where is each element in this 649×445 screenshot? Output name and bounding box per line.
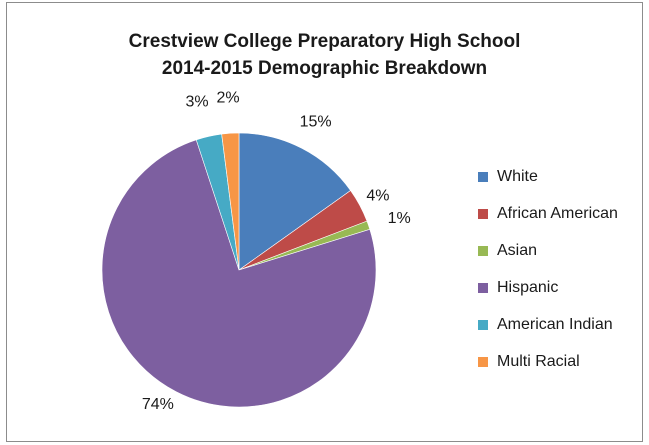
legend-label-multi-racial: Multi Racial xyxy=(497,353,580,370)
legend-item-multi-racial: Multi Racial xyxy=(478,352,580,372)
legend-swatch-african-american xyxy=(478,209,488,219)
legend-item-hispanic: Hispanic xyxy=(478,278,558,298)
legend-label-white: White xyxy=(497,168,538,185)
legend-swatch-white xyxy=(478,172,488,182)
legend-item-african-american: African American xyxy=(478,204,618,224)
legend-label-hispanic: Hispanic xyxy=(497,279,559,296)
data-label-african-american: 4% xyxy=(366,188,389,205)
legend-item-american-indian: American Indian xyxy=(478,315,613,335)
data-label-hispanic: 74% xyxy=(142,396,174,413)
legend-swatch-hispanic xyxy=(478,283,488,293)
data-label-multi-racial: 2% xyxy=(217,90,240,107)
chart-title-line-2: 2014-2015 Demographic Breakdown xyxy=(161,58,488,79)
data-label-white: 15% xyxy=(300,113,332,130)
legend-item-white: White xyxy=(478,167,538,187)
legend-label-american-indian: American Indian xyxy=(497,316,613,333)
legend-label-african-american: African American xyxy=(497,205,618,222)
chart-title-line-1: Crestview College Preparatory High Schoo… xyxy=(128,31,521,52)
data-label-american-indian: 3% xyxy=(185,94,208,111)
data-label-asian: 1% xyxy=(388,210,411,227)
chart-title: Crestview College Preparatory High Schoo… xyxy=(0,28,649,82)
legend-swatch-multi-racial xyxy=(478,357,488,367)
legend-item-asian: Asian xyxy=(478,241,537,261)
chart-legend: White African American Asian Hispanic Americ… xyxy=(478,167,648,370)
pie-slice-multi-racial xyxy=(221,132,240,271)
pie-slice-hispanic xyxy=(101,139,377,408)
pie-slice-white xyxy=(238,132,352,271)
legend-swatch-asian xyxy=(478,246,488,256)
legend-swatch-american-indian xyxy=(478,320,488,330)
legend-label-asian: Asian xyxy=(497,242,538,259)
